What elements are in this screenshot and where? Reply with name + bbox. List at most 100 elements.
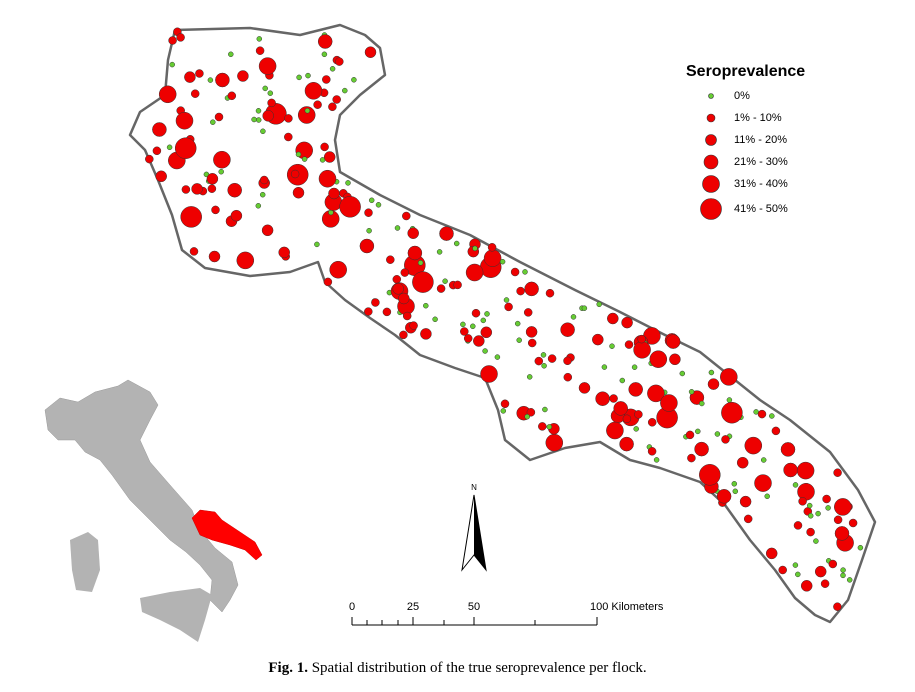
flock-point (570, 314, 577, 320)
flock-point (470, 323, 476, 330)
flock-point (482, 348, 488, 354)
flock-point (516, 286, 525, 296)
flock-point (689, 390, 705, 405)
caption: Fig. 1. Spatial distribution of the true… (0, 660, 915, 677)
flock-point (716, 489, 732, 504)
flock-point (321, 51, 328, 58)
flock-point (318, 169, 337, 188)
flock-point (500, 399, 510, 409)
puglia-region (128, 23, 877, 624)
flock-point (510, 267, 520, 277)
flock-point (175, 111, 194, 130)
flock-point (371, 298, 380, 307)
flock-point (545, 433, 564, 452)
legend-symbol (700, 198, 722, 220)
flock-point (484, 311, 490, 317)
flock-point (304, 107, 311, 114)
flock-point (328, 187, 340, 200)
flock-point (436, 249, 443, 255)
flock-point (364, 307, 373, 316)
flock-point (169, 61, 175, 68)
flock-point (409, 321, 418, 330)
flock-point (669, 353, 681, 366)
flock-point (769, 413, 775, 419)
flock-point (828, 559, 838, 569)
flock-point (744, 436, 763, 455)
flock-point (687, 453, 696, 463)
flock-point (621, 316, 633, 329)
flock-point (578, 382, 591, 394)
flock-point (297, 106, 316, 124)
flock-point (158, 85, 177, 104)
flock-point (834, 526, 850, 541)
flock-point (211, 205, 220, 215)
flock-point (637, 334, 646, 344)
legend-label: 11% - 20% (734, 134, 787, 146)
flock-point (606, 421, 624, 440)
flock-point (807, 513, 814, 519)
flock-point (284, 132, 293, 142)
flock-point (345, 180, 351, 186)
flock-point (480, 365, 498, 383)
flock-point (189, 247, 199, 256)
flock-point (813, 538, 819, 544)
flock-point (596, 301, 602, 308)
flock-point (208, 250, 221, 263)
flock-point (806, 527, 815, 537)
flock-point (560, 322, 575, 337)
flock-point (679, 370, 686, 377)
flock-point (726, 397, 733, 403)
flock-point (624, 340, 634, 349)
flock-point (180, 206, 202, 228)
flock-point (504, 302, 513, 312)
flock-point (647, 384, 665, 403)
scale-label: 100 Kilometers (590, 601, 664, 613)
flock-point (228, 51, 234, 58)
flock-point (631, 364, 638, 370)
flock-point (736, 456, 749, 469)
flock-point (145, 154, 154, 164)
flock-point (255, 46, 265, 55)
flock-point (295, 151, 302, 158)
legend-symbol (706, 113, 716, 123)
flock-point (822, 494, 831, 504)
flock-point (526, 408, 536, 417)
flock-point (840, 567, 846, 573)
flock-point (152, 146, 162, 156)
flock-point (305, 72, 311, 79)
flock-point (412, 271, 434, 293)
flock-point (218, 168, 224, 175)
flock-point (339, 196, 361, 218)
flock-point (833, 515, 843, 525)
flock-point (541, 363, 547, 369)
legend: 0% 1% - 10% 11% - 20% 21% - 30% 31% - 40% 41%… (700, 90, 788, 220)
flock-point (351, 77, 357, 83)
flock-point (398, 292, 410, 305)
flock-point (335, 57, 344, 66)
flock-point (780, 442, 796, 457)
flock-point (230, 209, 243, 222)
legend-symbol (708, 93, 714, 99)
flock-point (195, 69, 204, 78)
flock-point (607, 312, 619, 325)
flock-point (432, 316, 438, 323)
north-label: N (471, 483, 477, 492)
flock-point (480, 317, 487, 324)
flock-point (207, 77, 214, 83)
flock-point (857, 544, 864, 551)
flock-points (145, 27, 864, 611)
flock-point (176, 33, 185, 42)
flock-point (453, 280, 462, 290)
flock-point (647, 418, 657, 427)
flock-point (359, 238, 375, 254)
flock-point (647, 447, 657, 456)
north-arrow-half (474, 495, 486, 570)
flock-point (407, 245, 423, 261)
flock-point (628, 382, 643, 397)
flock-point (516, 337, 522, 343)
flock-point (743, 514, 753, 524)
flock-point (278, 246, 290, 259)
flock-point (392, 283, 404, 295)
flock-point (820, 579, 830, 588)
flock-point (368, 197, 375, 204)
